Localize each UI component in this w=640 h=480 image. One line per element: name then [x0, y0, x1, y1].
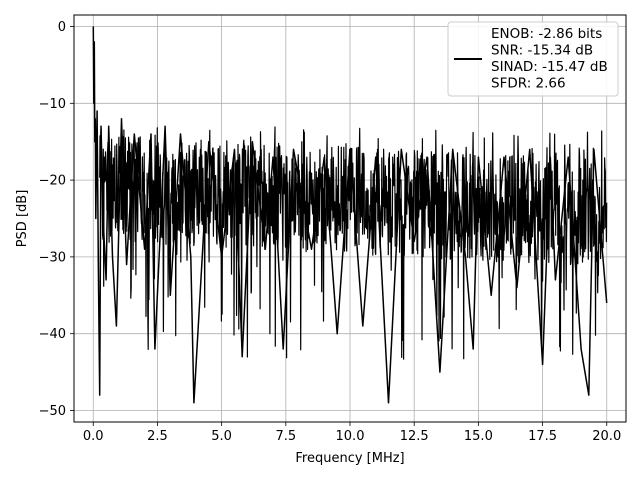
y-tick-label: −10: [39, 97, 66, 112]
x-tick-label: 0.0: [83, 429, 104, 444]
y-axis-label: PSD [dB]: [15, 190, 30, 248]
y-tick-label: 0: [58, 20, 66, 35]
y-tick-label: −50: [39, 404, 66, 419]
plot-data: [92, 26, 608, 404]
x-tick-label: 17.5: [528, 429, 557, 444]
legend-snr: SNR: -15.34 dB: [491, 43, 593, 59]
axis-ticks: 0.0 2.5 5.0 7.5 10.0 12.5 15.0 17.5 20.0 0 −10 −20 −…: [39, 20, 622, 444]
x-tick-label: 2.5: [147, 429, 168, 444]
x-tick-label: 12.5: [400, 429, 429, 444]
x-tick-label: 15.0: [464, 429, 493, 444]
psd-series-line: [92, 26, 608, 404]
legend-sinad: SINAD: -15.47 dB: [491, 59, 608, 75]
legend-box: [447, 21, 619, 97]
legend-sfdr: SFDR: 2.66: [491, 76, 566, 92]
x-axis-label: Frequency [MHz]: [295, 451, 404, 466]
y-tick-label: −40: [39, 327, 66, 342]
x-tick-label: 5.0: [211, 429, 232, 444]
x-tick-label: 20.0: [592, 429, 621, 444]
y-tick-label: −20: [39, 174, 66, 189]
y-tick-label: −30: [39, 250, 66, 265]
legend-enob: ENOB: -2.86 bits: [491, 26, 602, 42]
x-tick-label: 10.0: [336, 429, 365, 444]
legend: ENOB: -2.86 bits SNR: -15.34 dB SINAD: -…: [447, 21, 619, 97]
x-tick-label: 7.5: [275, 429, 296, 444]
